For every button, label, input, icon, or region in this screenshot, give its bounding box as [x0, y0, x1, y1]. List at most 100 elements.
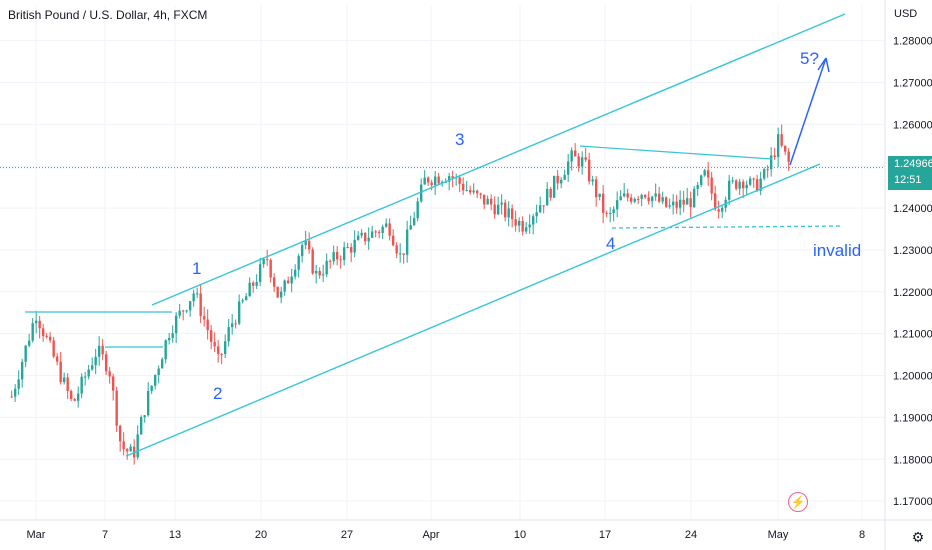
candle-body [388, 223, 391, 236]
candle-body [223, 341, 227, 355]
candle-body [664, 197, 668, 207]
x-tick-label: Mar [27, 529, 46, 541]
candle-body [181, 310, 185, 312]
candle-body [759, 178, 762, 191]
candle-body [206, 319, 209, 331]
candle-body [570, 150, 573, 162]
candle-body [367, 237, 370, 242]
candle-body [419, 184, 423, 202]
candle-body [769, 155, 773, 170]
candle-body [356, 235, 360, 240]
candle-body [465, 189, 468, 191]
candle-body [24, 345, 27, 362]
candle-body [31, 323, 34, 341]
candle-body [108, 371, 111, 377]
candle-body [416, 201, 419, 219]
candle-body [209, 330, 213, 342]
candle-body [626, 193, 629, 198]
chart-settings-icon[interactable]: ⚙ [911, 529, 925, 545]
candle-body [580, 157, 584, 167]
candle-body [38, 320, 41, 329]
candle-body [178, 310, 181, 316]
candle-body [559, 179, 563, 184]
candle-body [556, 175, 559, 184]
candle-body [577, 156, 580, 167]
symbol-title: British Pound / U.S. Dollar, 4h, FXCM [8, 8, 208, 22]
candle-body [552, 175, 556, 198]
candle-body [10, 396, 13, 398]
y-tick-label: 1.22000 [893, 287, 932, 299]
candle-body [773, 155, 776, 157]
candle-body [300, 245, 304, 257]
candle-body [682, 199, 685, 205]
candle-body [244, 296, 248, 301]
candle-body [171, 333, 174, 338]
wave-label-3: 3 [455, 130, 464, 149]
candle-body [542, 205, 545, 207]
candle-body [353, 239, 356, 253]
invalid-label: invalid [813, 241, 861, 260]
candle-body [594, 179, 598, 198]
candle-body [535, 212, 538, 217]
candle-body [472, 190, 475, 193]
candle-body [293, 269, 297, 277]
channel-lower-line [125, 163, 821, 457]
candle-body [521, 220, 524, 232]
candle-body [318, 270, 321, 276]
candle-body [332, 251, 335, 262]
candle-body [661, 197, 664, 202]
candle-body [230, 323, 234, 328]
candle-body [202, 316, 206, 320]
candle-body [45, 336, 48, 338]
candle-body [157, 368, 160, 376]
x-tick-label: May [768, 529, 789, 541]
candle-body [90, 365, 94, 370]
candle-body [605, 212, 608, 214]
candle-body [272, 277, 276, 287]
y-tick-label: 1.23000 [893, 245, 932, 257]
candle-body [66, 377, 69, 391]
projection-arrow-line [789, 57, 827, 166]
y-tick-label: 1.27000 [893, 77, 932, 89]
candle-body [430, 182, 433, 186]
candle-body [286, 280, 290, 284]
candle-body [398, 253, 402, 255]
candle-body [650, 196, 654, 202]
candle-body [192, 293, 195, 302]
candle-body [689, 198, 692, 208]
candle-body [150, 385, 153, 391]
candle-body [615, 200, 619, 210]
candle-body [461, 183, 465, 191]
candle-body [17, 379, 20, 389]
candle-body [496, 204, 500, 215]
candle-body [647, 197, 650, 202]
last-price-value: 1.24966 [894, 158, 932, 170]
y-tick-label: 1.17000 [893, 496, 932, 508]
candle-body [591, 179, 594, 182]
channel-upper-line [151, 13, 846, 306]
candle-body [479, 193, 482, 195]
candle-body [531, 216, 535, 225]
candle-body [227, 327, 230, 342]
candle-body [783, 145, 787, 152]
lightning-icon[interactable]: ⚡ [788, 492, 808, 512]
candle-body [94, 356, 97, 366]
candle-body [69, 390, 73, 399]
candle-body [451, 176, 454, 178]
candle-body [55, 356, 59, 362]
x-tick-label: 10 [514, 529, 526, 541]
candle-body [762, 169, 766, 179]
x-tick-label: Apr [422, 529, 439, 541]
x-tick-label: 13 [169, 529, 181, 541]
candle-body [349, 247, 353, 253]
y-tick-label: 1.28000 [893, 36, 932, 48]
candle-body [675, 201, 678, 208]
x-tick-label: 24 [685, 529, 697, 541]
candle-body [220, 353, 223, 355]
candle-body [713, 193, 717, 210]
y-tick-label: 1.21000 [893, 329, 932, 341]
candle-body [601, 193, 605, 213]
y-tick-label: 1.24000 [893, 203, 932, 215]
